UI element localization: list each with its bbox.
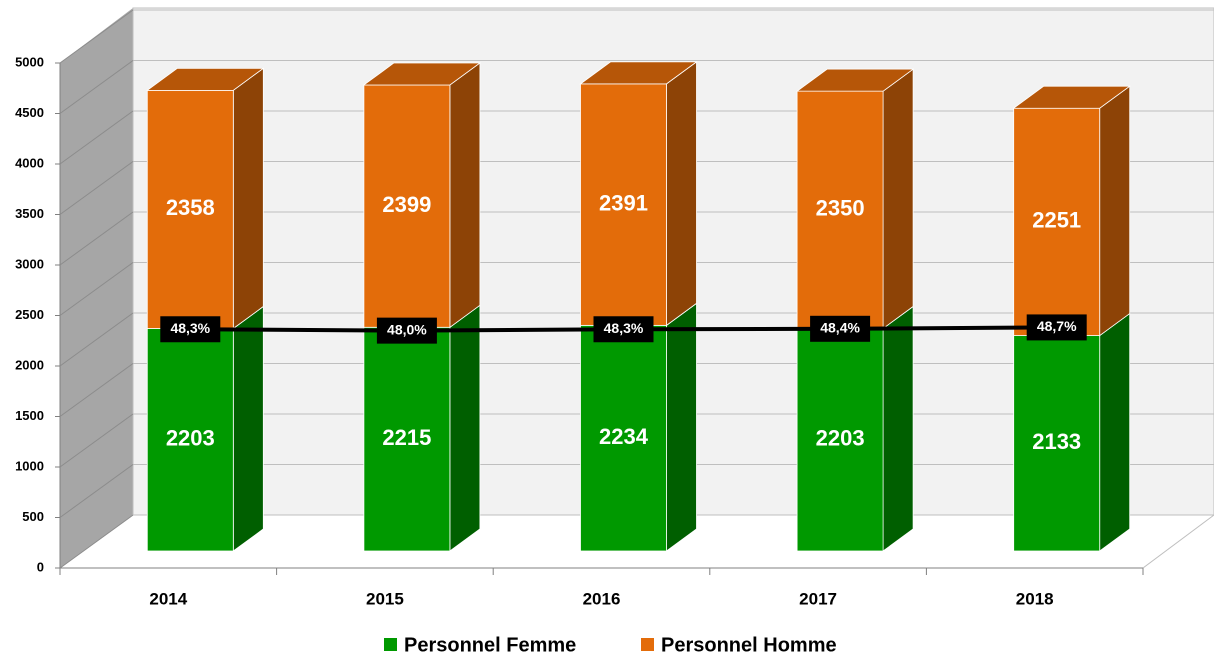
- bar-side: [666, 302, 697, 552]
- grid-line-side: [59, 211, 134, 266]
- bar-side: [449, 304, 481, 552]
- y-tick-label: 5000: [15, 54, 44, 69]
- y-tick-label: 3000: [15, 256, 44, 271]
- legend-swatch: [641, 638, 654, 651]
- line-label-box: [160, 316, 221, 343]
- data-label: 2251: [1032, 208, 1081, 233]
- data-label: 2350: [816, 196, 865, 221]
- y-tick-label: 1500: [15, 408, 44, 423]
- grid-line-side: [59, 60, 134, 114]
- bar-side: [882, 68, 914, 330]
- x-tick-label: 2016: [583, 589, 621, 608]
- y-tick-label: 2000: [15, 357, 44, 372]
- bar: [363, 84, 451, 328]
- line-label-box: [593, 316, 654, 343]
- bar-side: [232, 305, 264, 552]
- line-label: 48,7%: [1037, 318, 1077, 334]
- grid-line-side: [59, 110, 134, 165]
- x-tick-label: 2017: [799, 589, 837, 608]
- bar: [796, 90, 884, 329]
- bar-side: [1099, 85, 1131, 337]
- bar-top: [362, 62, 482, 86]
- bar-side: [1099, 312, 1131, 552]
- bar: [146, 89, 234, 329]
- bar-side: [882, 305, 914, 552]
- x-tick-label: 2014: [149, 589, 187, 608]
- line-label: 48,3%: [604, 320, 644, 336]
- y-tick-label: 4500: [15, 105, 44, 120]
- data-label: 2133: [1032, 429, 1081, 454]
- bar-top: [1012, 85, 1131, 109]
- bar-top: [795, 68, 915, 92]
- y-tick-label: 2500: [15, 307, 44, 322]
- bar: [580, 324, 667, 552]
- bar: [363, 326, 451, 552]
- grid-line-side: [59, 363, 134, 417]
- data-label: 2203: [816, 426, 865, 451]
- data-label: 2203: [166, 426, 215, 451]
- grid-line-side: [59, 312, 134, 367]
- data-label: 2234: [599, 424, 649, 449]
- data-label: 2399: [382, 192, 431, 217]
- y-tick-label: 500: [22, 509, 44, 524]
- line-label: 48,0%: [387, 321, 427, 337]
- line-label-box: [1026, 314, 1087, 341]
- grid-line-side: [59, 161, 134, 215]
- data-label: 2215: [382, 425, 431, 450]
- data-label: 2391: [599, 190, 648, 215]
- legend-swatch: [384, 638, 397, 651]
- line-label: 48,4%: [820, 320, 860, 336]
- data-label: 2358: [166, 195, 215, 220]
- bar-top: [146, 67, 265, 91]
- legend-label: Personnel Femme: [404, 634, 576, 656]
- bar: [580, 83, 667, 326]
- grid-line-side: [59, 262, 134, 316]
- x-tick-label: 2015: [366, 589, 404, 608]
- line-label-box: [376, 317, 437, 344]
- line-label: 48,3%: [170, 320, 210, 336]
- y-tick-label: 1000: [15, 458, 44, 473]
- bar: [146, 328, 234, 552]
- bar-top: [579, 61, 698, 85]
- bar-side: [666, 61, 697, 327]
- x-tick-label: 2018: [1016, 589, 1054, 608]
- y-tick-label: 0: [37, 559, 44, 574]
- bar: [1013, 107, 1101, 336]
- y-tick-label: 4000: [15, 155, 44, 170]
- line-label-box: [810, 315, 871, 342]
- legend-label: Personnel Homme: [661, 634, 837, 656]
- side-wall: [60, 8, 133, 568]
- y-tick-label: 3500: [15, 206, 44, 221]
- bar-side: [449, 62, 481, 329]
- grid-line-side: [59, 464, 134, 518]
- grid-line-side: [59, 9, 134, 64]
- grid-line-side: [59, 514, 134, 569]
- bar-side: [232, 67, 264, 330]
- grid-line-side: [59, 413, 134, 468]
